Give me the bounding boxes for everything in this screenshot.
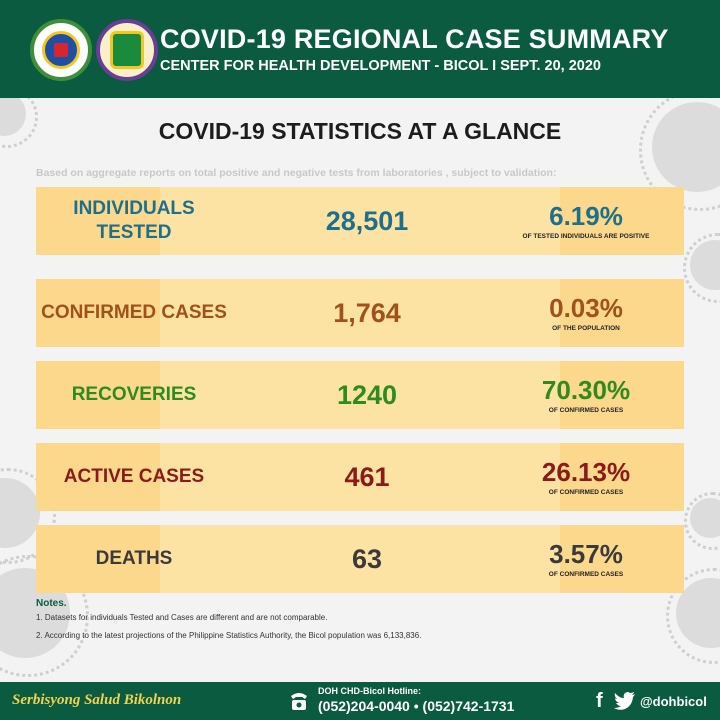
footer-slogan: Serbisyong Salud Bikolnon (12, 692, 182, 708)
stat-row-confirmed: CONFIRMED CASES 1,764 0.03% OF THE POPUL… (36, 279, 684, 347)
stat-note: OF CONFIRMED CASES (548, 407, 624, 414)
stat-label: RECOVERIES (71, 384, 197, 405)
virus-decoration-icon (666, 568, 720, 664)
stat-value: 63 (351, 543, 383, 574)
stat-percent-block: 3.57% OF CONFIRMED CASES (488, 525, 684, 593)
virus-decoration-icon (684, 492, 720, 550)
social-handle[interactable]: @dohbicol (640, 694, 707, 709)
stat-row-tested: INDIVIDUALS TESTED 28,501 6.19% OF TESTE… (36, 187, 684, 255)
stat-row-recoveries: RECOVERIES 1240 70.30% OF CONFIRMED CASE… (36, 361, 684, 429)
header-subtitle: CENTER FOR HEALTH DEVELOPMENT - BICOL I … (160, 58, 601, 74)
hotline-numbers: (052)204-0040 • (052)742-1731 (318, 698, 515, 714)
note-item: 2. According to the latest projections o… (36, 631, 422, 640)
stat-note: OF THE POPULATION (552, 325, 620, 332)
page-subtitle: Based on aggregate reports on total posi… (36, 167, 557, 179)
notes-title: Notes. (36, 598, 67, 609)
doh-seal-logo (30, 19, 92, 81)
virus-decoration-icon (683, 233, 720, 303)
stat-percent: 6.19% (549, 201, 623, 231)
stat-label: DEATHS (95, 548, 173, 569)
facebook-icon[interactable]: f (596, 690, 603, 712)
note-item: 1. Datasets for individuals Tested and C… (36, 613, 328, 622)
stat-note: OF CONFIRMED CASES (548, 489, 624, 496)
stat-percent-block: 26.13% OF CONFIRMED CASES (488, 443, 684, 511)
notes-section: Notes. 1. Datasets for individuals Teste… (36, 598, 684, 649)
header-banner: COVID-19 REGIONAL CASE SUMMARY CENTER FO… (0, 0, 720, 98)
stat-percent-block: 70.30% OF CONFIRMED CASES (488, 361, 684, 429)
page-title: COVID-19 STATISTICS AT A GLANCE (158, 118, 562, 144)
stat-value: 461 (344, 461, 390, 492)
stat-percent-block: 0.03% OF THE POPULATION (488, 279, 684, 347)
stat-row-active: ACTIVE CASES 461 26.13% OF CONFIRMED CAS… (36, 443, 684, 511)
stat-percent: 3.57% (549, 539, 623, 569)
stat-label: INDIVIDUALS TESTED (73, 198, 195, 243)
hotline-label: DOH CHD-Bicol Hotline: (318, 686, 421, 696)
stat-note: OF TESTED INDIVIDUALS ARE POSITIVE (522, 233, 650, 240)
stat-percent: 26.13% (541, 457, 631, 487)
bicol-chd-logo (96, 19, 158, 81)
stat-label: CONFIRMED CASES (41, 302, 227, 323)
twitter-icon[interactable] (614, 692, 636, 710)
stat-percent: 70.30% (541, 375, 631, 405)
header-title: COVID-19 REGIONAL CASE SUMMARY (160, 24, 669, 54)
stat-label: ACTIVE CASES (63, 466, 205, 487)
phone-icon (291, 693, 307, 710)
stat-percent-block: 6.19% OF TESTED INDIVIDUALS ARE POSITIVE (488, 187, 684, 255)
stat-percent: 0.03% (549, 293, 623, 323)
virus-decoration-icon (639, 98, 720, 211)
virus-decoration-icon (0, 468, 56, 564)
stat-value: 28,501 (325, 205, 409, 236)
stat-note: OF CONFIRMED CASES (548, 571, 624, 578)
footer-bar: Serbisyong Salud Bikolnon DOH CHD-Bicol … (0, 682, 720, 720)
stat-value: 1240 (336, 379, 398, 410)
stat-row-deaths: DEATHS 63 3.57% OF CONFIRMED CASES (36, 525, 684, 593)
stat-value: 1,764 (333, 297, 401, 328)
